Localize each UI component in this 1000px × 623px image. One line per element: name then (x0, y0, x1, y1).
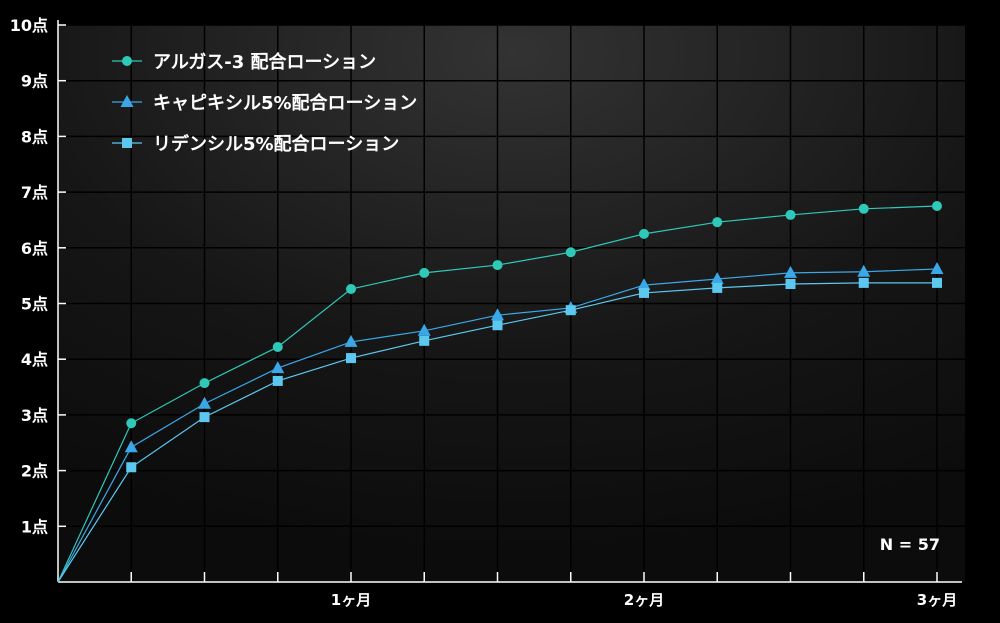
data-point-square (346, 353, 356, 364)
x-tick-label: 1ヶ月 (331, 591, 371, 609)
data-point-square (932, 277, 942, 288)
data-point-square (785, 279, 796, 290)
data-point-circle (565, 247, 576, 258)
data-point-square (712, 282, 723, 293)
y-tick-label: 2点 (21, 462, 48, 481)
data-point-square (639, 287, 649, 298)
data-point-square (199, 412, 210, 423)
legend-label: アルガス-3 配合ローション (153, 51, 376, 73)
data-point-circle (712, 217, 723, 228)
data-point-triangle (120, 95, 134, 107)
x-tick-label: 3ヶ月 (917, 591, 957, 609)
legend-label: リデンシル5%配合ローション (153, 133, 399, 155)
y-tick-label: 1点 (21, 517, 48, 536)
data-point-square (419, 335, 430, 346)
data-point-triangle (784, 265, 797, 278)
data-point-triangle (930, 261, 944, 274)
data-point-circle (199, 378, 210, 389)
data-point-triangle (344, 334, 358, 347)
y-tick-label: 7点 (21, 183, 48, 202)
data-point-triangle (271, 361, 285, 374)
data-point-triangle (491, 308, 504, 321)
data-point-triangle (710, 271, 724, 284)
data-point-circle (785, 209, 796, 220)
data-point-square (858, 277, 869, 288)
data-point-triangle (857, 264, 871, 277)
data-point-circle (639, 228, 649, 239)
data-point-circle (122, 56, 132, 66)
data-point-triangle (198, 396, 211, 409)
y-tick-label: 5点 (21, 295, 48, 314)
data-point-square (492, 320, 503, 331)
data-point-circle (858, 203, 869, 214)
legend-label: キャピキシル5%配合ローション (153, 92, 417, 114)
y-tick-label: 4点 (21, 350, 48, 369)
annotation-n: N = 57 (880, 535, 940, 554)
y-tick-label: 3点 (21, 406, 48, 425)
x-tick-label: 2ヶ月 (624, 591, 664, 609)
data-point-triangle (637, 278, 651, 291)
data-point-square (122, 138, 132, 148)
data-point-circle (419, 267, 430, 278)
y-tick-label: 6点 (21, 239, 48, 258)
data-point-square (565, 305, 576, 316)
y-tick-label: 10点 (10, 16, 48, 35)
data-point-triangle (124, 440, 138, 453)
data-point-circle (492, 260, 503, 271)
y-tick-label: 8点 (21, 127, 48, 146)
data-point-circle (126, 418, 137, 429)
data-point-circle (932, 201, 942, 212)
data-point-circle (272, 341, 283, 352)
y-tick-label: 9点 (21, 72, 48, 91)
data-point-square (272, 375, 283, 386)
data-point-triangle (417, 323, 431, 336)
data-point-circle (346, 284, 356, 295)
data-point-square (126, 462, 137, 473)
